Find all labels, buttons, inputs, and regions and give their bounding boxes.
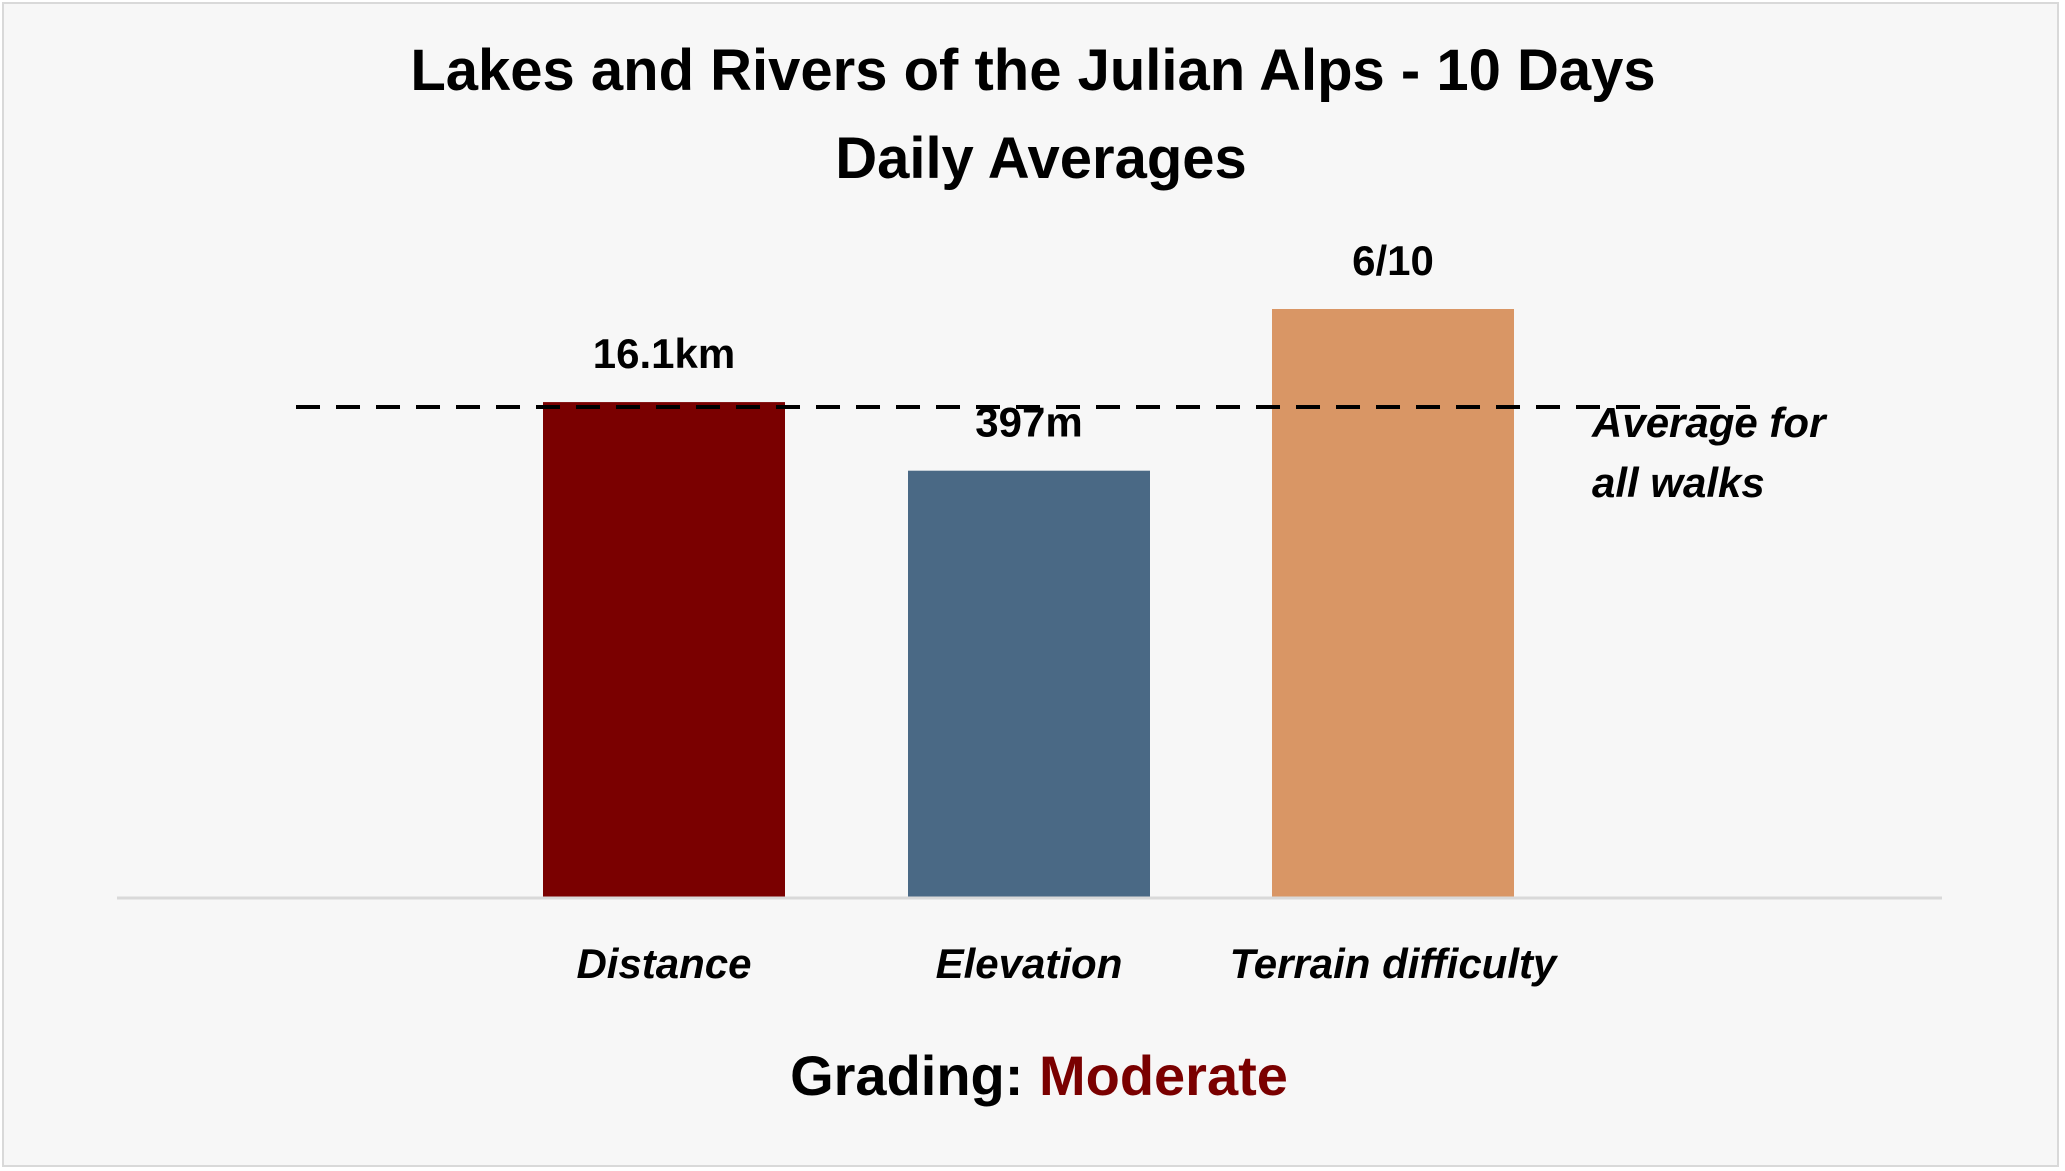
bar-elevation <box>908 470 1150 897</box>
category-label: Distance <box>576 940 751 987</box>
average-label-line1: Average for <box>1591 399 1828 446</box>
data-label: 6/10 <box>1352 237 1434 284</box>
category-label: Elevation <box>936 940 1123 987</box>
bar-terrain-difficulty <box>1272 309 1514 897</box>
chart-subtitle: Daily Averages <box>835 126 1247 191</box>
grading-value: Moderate <box>1039 1044 1288 1107</box>
category-labels: Distance Elevation Terrain difficulty <box>576 940 1559 987</box>
grading-prefix: Grading: <box>790 1044 1039 1107</box>
grading-text: Grading: Moderate <box>790 1044 1288 1107</box>
category-label: Terrain difficulty <box>1230 940 1559 987</box>
average-label-line2: all walks <box>1592 459 1765 506</box>
chart-title: Lakes and Rivers of the Julian Alps - 10… <box>410 38 1655 103</box>
data-label: 16.1km <box>593 330 735 377</box>
bar-distance <box>543 402 785 897</box>
